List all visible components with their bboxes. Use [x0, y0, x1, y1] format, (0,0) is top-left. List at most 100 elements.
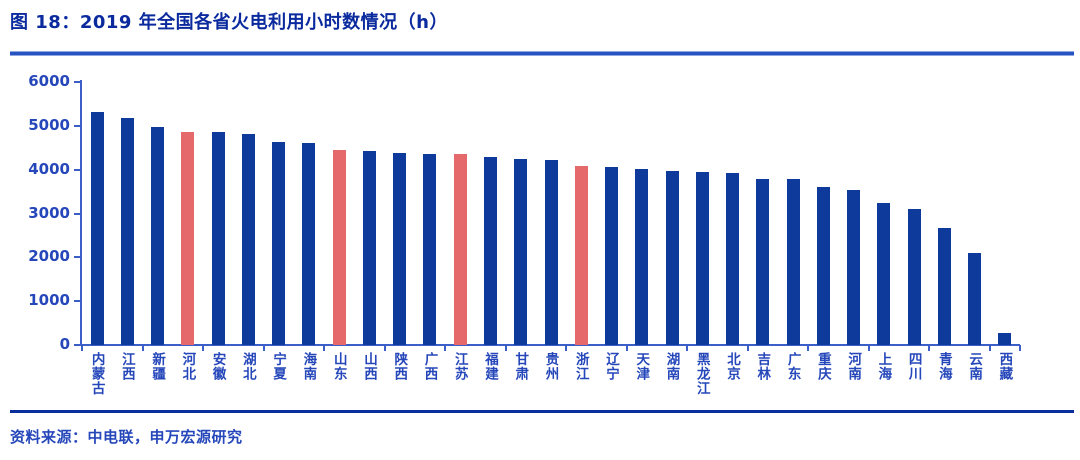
x-axis-label-陕西: 陕西 — [391, 352, 408, 381]
y-axis-tick — [74, 256, 80, 259]
x-axis-tick — [141, 345, 144, 351]
bar-河北 — [181, 132, 195, 345]
x-axis-tick — [807, 345, 810, 351]
x-axis-tick — [988, 345, 991, 351]
y-axis-tick-label: 5000 — [28, 115, 70, 134]
x-axis-tick — [202, 345, 205, 351]
bar-新疆 — [151, 127, 165, 345]
x-axis-label-山东: 山东 — [330, 352, 347, 381]
bar-云南 — [968, 253, 982, 345]
bar-上海 — [877, 203, 891, 345]
bar-北京 — [726, 173, 740, 345]
title-divider-line — [10, 51, 1074, 56]
x-axis-label-广东: 广东 — [784, 352, 801, 381]
x-axis-tick — [867, 345, 870, 351]
data-source-note: 资料来源：中电联，申万宏源研究 — [10, 428, 243, 446]
x-axis-label-天津: 天津 — [633, 352, 650, 381]
bar-江西 — [120, 118, 134, 345]
x-axis-tick — [686, 345, 689, 351]
y-axis-line — [80, 80, 82, 345]
bar-内蒙古 — [90, 112, 104, 345]
y-axis-tick — [74, 212, 80, 215]
x-axis-label-海南: 海南 — [300, 352, 317, 381]
bar-福建 — [483, 157, 497, 345]
bar-山东 — [332, 150, 346, 345]
x-axis-label-宁夏: 宁夏 — [270, 352, 287, 381]
bar-青海 — [937, 228, 951, 345]
x-axis-label-甘肃: 甘肃 — [512, 352, 529, 381]
bar-chart: 0 1000 2000 3000 4000 5000 6000 内蒙古 江西 新疆 河北 安徽 湖北 宁夏… — [28, 72, 1021, 396]
bar-宁夏 — [272, 142, 286, 345]
bar-湖南 — [665, 171, 679, 345]
x-axis-label-重庆: 重庆 — [814, 352, 831, 381]
bar-广西 — [423, 154, 437, 345]
bar-山西 — [362, 151, 376, 345]
bar-西藏 — [998, 333, 1012, 345]
x-axis-tick — [81, 345, 83, 351]
y-axis-tick-label: 3000 — [28, 203, 70, 222]
x-axis-label-青海: 青海 — [935, 352, 952, 381]
x-axis-label-河南: 河南 — [845, 352, 862, 381]
x-axis-label-广西: 广西 — [421, 352, 438, 381]
x-axis-tick — [323, 345, 326, 351]
y-axis-tick — [74, 81, 80, 83]
x-axis-label-四川: 四川 — [905, 352, 922, 381]
x-axis-tick — [565, 345, 568, 351]
y-axis-tick — [74, 168, 80, 171]
bar-甘肃 — [514, 159, 528, 345]
x-axis-label-新疆: 新疆 — [149, 352, 166, 381]
x-axis-label-江苏: 江苏 — [451, 352, 468, 381]
x-axis-label-湖南: 湖南 — [663, 352, 680, 381]
y-axis-tick — [74, 344, 80, 346]
bar-四川 — [907, 209, 921, 345]
x-axis-label-湖北: 湖北 — [239, 352, 256, 381]
y-axis-tick-label: 4000 — [28, 159, 70, 178]
x-axis-tick — [746, 345, 749, 351]
x-axis-tick — [1019, 345, 1021, 351]
x-axis-tick — [444, 345, 447, 351]
bar-广东 — [786, 179, 800, 345]
x-axis-label-上海: 上海 — [875, 352, 892, 381]
x-axis-tick — [383, 345, 386, 351]
bar-重庆 — [816, 187, 830, 345]
x-axis-label-吉林: 吉林 — [754, 352, 771, 381]
x-axis-tick — [262, 345, 265, 351]
y-axis-tick-label: 0 — [59, 335, 70, 353]
x-axis-tick — [625, 345, 628, 351]
x-axis-label-安徽: 安徽 — [209, 352, 226, 381]
bar-安徽 — [211, 132, 225, 345]
x-axis-label-河北: 河北 — [179, 352, 196, 381]
chart-bottom-divider-line — [10, 410, 1074, 413]
x-axis-tick — [504, 345, 507, 351]
bar-湖北 — [241, 134, 255, 345]
bar-海南 — [302, 143, 316, 345]
bar-贵州 — [544, 160, 558, 345]
x-axis-label-内蒙古: 内蒙古 — [88, 352, 105, 396]
bar-天津 — [635, 169, 649, 345]
figure-title: 图 18：2019 年全国各省火电利用小时数情况（h） — [10, 12, 448, 33]
bar-河南 — [847, 190, 861, 345]
x-axis-label-辽宁: 辽宁 — [603, 352, 620, 381]
x-axis-tick — [928, 345, 931, 351]
y-axis-tick-label: 1000 — [28, 291, 70, 310]
y-axis-tick — [74, 300, 80, 303]
x-axis-label-山西: 山西 — [360, 352, 377, 381]
x-axis-line — [80, 344, 1020, 346]
y-axis-tick — [74, 124, 80, 127]
x-axis-label-福建: 福建 — [481, 352, 498, 381]
x-axis-label-北京: 北京 — [724, 352, 741, 381]
y-axis-tick-label: 2000 — [28, 247, 70, 266]
bar-吉林 — [756, 179, 770, 345]
bar-浙江 — [574, 166, 588, 345]
x-axis-label-贵州: 贵州 — [542, 352, 559, 381]
bar-陕西 — [393, 153, 407, 345]
x-axis-label-浙江: 浙江 — [572, 352, 589, 381]
x-axis-label-西藏: 西藏 — [996, 352, 1013, 381]
x-axis-label-江西: 江西 — [118, 352, 135, 381]
bar-辽宁 — [605, 167, 619, 345]
x-axis-label-云南: 云南 — [966, 352, 983, 381]
y-axis-tick-label: 6000 — [28, 72, 70, 90]
x-axis-label-黑龙江: 黑龙江 — [693, 352, 710, 396]
bar-江苏 — [453, 154, 467, 345]
